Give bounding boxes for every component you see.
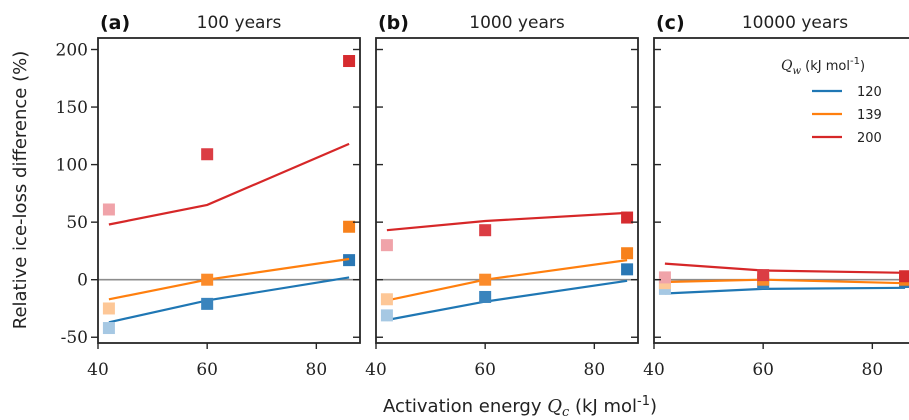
plot-area (98, 55, 360, 335)
panel-2: 40 60 80 (b) 1000 years (365, 12, 639, 380)
data-point-200-2 (201, 148, 214, 161)
x-tick-label: 40 (87, 360, 109, 380)
x-axis-label-unit: (kJ mol (569, 396, 637, 417)
panel-frame (375, 37, 639, 344)
series-line-120 (386, 279, 628, 322)
legend-title-symbol: Q (781, 58, 793, 74)
y-tick-label: -50 (61, 328, 88, 348)
x-tick-label: 80 (306, 360, 328, 380)
panel-1: -50 0 50 100 150 200 40 60 80 (a) 100 years (56, 12, 361, 380)
x-tick-label: 60 (474, 360, 496, 380)
data-point-120-2 (201, 297, 214, 310)
panel-letter: (b) (378, 12, 409, 34)
legend-entry-120: 120 (857, 85, 882, 100)
series-line-200 (108, 142, 350, 226)
legend-title-exponent: -1 (850, 56, 860, 67)
series-line-200 (386, 211, 628, 232)
data-point-200-3 (899, 270, 909, 283)
legend-title: Qw (kJ mol-1) (781, 56, 865, 77)
legend-title-close: ) (860, 59, 865, 74)
legend-entry-139: 139 (857, 108, 882, 123)
data-point-200-3 (343, 55, 356, 68)
y-tick-label: 0 (77, 271, 88, 291)
x-tick-label: 80 (584, 360, 606, 380)
data-point-200-1 (102, 203, 115, 216)
data-point-139-1 (380, 293, 393, 306)
data-point-200-1 (658, 271, 671, 284)
data-point-120-1 (102, 322, 115, 335)
x-axis-label-symbol: Q (547, 396, 562, 417)
legend-title-unit: (kJ mol (801, 59, 850, 74)
y-tick-label: 200 (56, 41, 88, 61)
y-tick-label: 150 (56, 98, 88, 118)
panel-letter: (a) (100, 12, 130, 34)
x-tick-label: 40 (365, 360, 387, 380)
x-axis-label-exponent: -1 (637, 394, 650, 409)
legend-title-subscript: w (792, 66, 801, 77)
panel-title: 1000 years (469, 13, 565, 33)
plot-area (654, 262, 909, 295)
panel-frame (97, 37, 361, 344)
data-point-200-2 (479, 224, 492, 237)
data-point-139-3 (621, 247, 634, 260)
x-tick-label: 40 (643, 360, 665, 380)
data-point-200-2 (757, 269, 770, 282)
data-point-120-3 (621, 263, 634, 276)
data-point-120-2 (479, 290, 492, 303)
data-point-120-3 (343, 254, 356, 267)
data-point-120-1 (380, 309, 393, 322)
panel-title: 10000 years (742, 13, 848, 33)
legend-entry-200: 200 (857, 131, 882, 146)
panel-title: 100 years (197, 13, 282, 33)
data-point-139-1 (102, 302, 115, 315)
series-line-200 (664, 262, 906, 274)
plot-area (376, 211, 638, 322)
series-line-120 (108, 276, 350, 324)
x-tick-label: 60 (752, 360, 774, 380)
panel-3: 40 60 80 (c) 10000 years Qw (kJ mol-1) 120 139 2… (643, 12, 909, 380)
series-line-120 (664, 286, 906, 295)
x-axis-label-close: ) (650, 396, 657, 417)
panel-letter: (c) (656, 12, 685, 34)
y-tick-label: 50 (66, 213, 88, 233)
data-point-139-2 (479, 273, 492, 286)
y-tick-label: 100 (56, 156, 88, 176)
x-tick-label: 80 (862, 360, 884, 380)
x-axis-label-subscript: c (562, 405, 570, 420)
data-point-139-2 (201, 273, 214, 286)
data-point-200-1 (380, 239, 393, 252)
panel-frame (653, 37, 909, 344)
data-point-139-3 (343, 220, 356, 233)
legend: Qw (kJ mol-1) 120 139 200 (781, 56, 882, 146)
x-tick-label: 60 (196, 360, 218, 380)
y-axis-label: Relative ice-loss difference (%) (10, 51, 31, 330)
data-point-200-3 (621, 211, 634, 224)
x-axis-label: Activation energy Qc (kJ mol-1) (383, 394, 657, 420)
x-axis-label-text: Activation energy (383, 396, 547, 417)
